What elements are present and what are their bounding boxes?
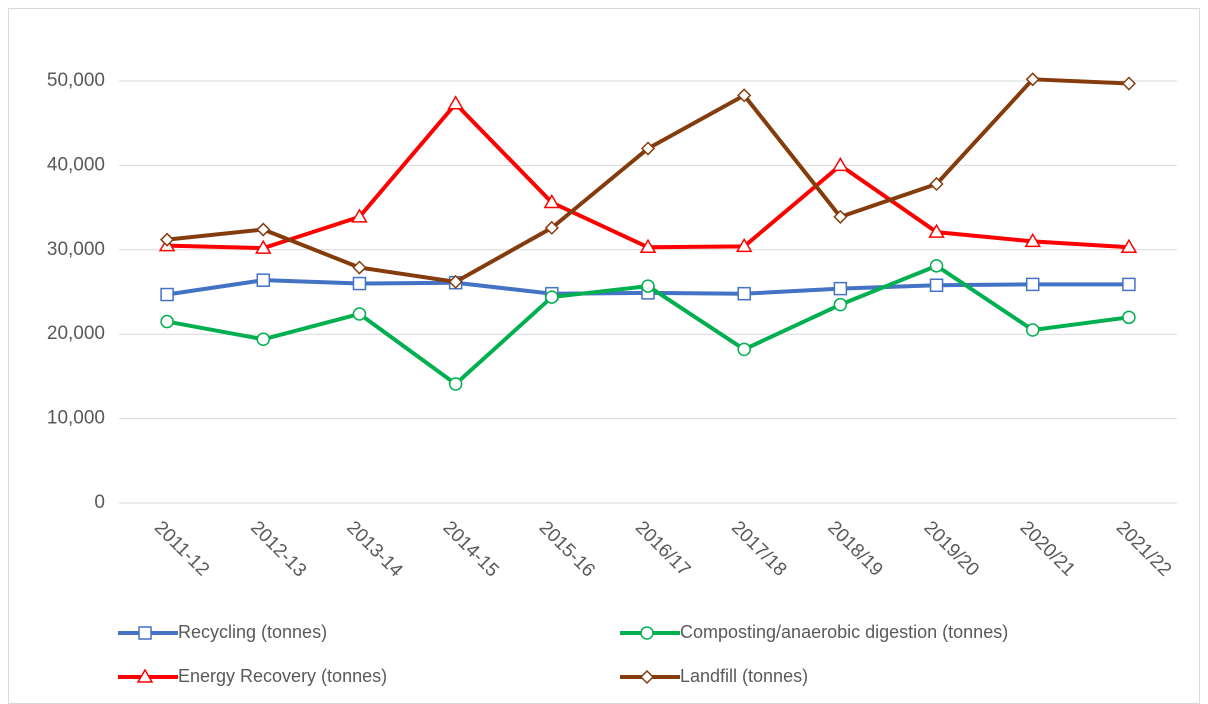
data-point (1025, 277, 1040, 292)
data-point (929, 259, 944, 273)
data-point (1024, 232, 1042, 248)
data-point (1025, 72, 1040, 87)
data-point (832, 156, 849, 172)
data-point (351, 208, 368, 223)
data-point (640, 141, 656, 156)
data-point (448, 274, 463, 289)
data-point (543, 194, 561, 209)
data-point (833, 281, 848, 296)
legend-marker (640, 626, 654, 640)
y-tick-label: 50,000 (47, 70, 105, 91)
data-point (641, 279, 655, 293)
data-point (256, 222, 271, 237)
data-point (737, 88, 752, 103)
data-point (448, 377, 463, 391)
data-point (160, 232, 175, 247)
data-point (160, 314, 174, 329)
data-point (1121, 76, 1136, 91)
data-point (737, 342, 751, 357)
data-point (833, 297, 848, 312)
legend-marker (639, 669, 655, 685)
data-point (928, 223, 945, 238)
legend-label: Recycling (tonnes) (178, 622, 327, 642)
data-point (639, 238, 657, 254)
y-tick-label: 0 (94, 492, 105, 513)
data-point (1122, 310, 1136, 325)
data-point (352, 276, 367, 291)
data-point (352, 307, 367, 321)
data-point (737, 286, 751, 301)
legend-label: Composting/anaerobic digestion (tonnes) (680, 622, 1008, 642)
y-tick-label: 30,000 (47, 239, 105, 260)
data-point (545, 290, 559, 304)
data-point (1025, 323, 1040, 337)
legend-label: Landfill (tonnes) (680, 666, 808, 686)
data-point (160, 287, 174, 302)
y-tick-label: 20,000 (47, 323, 105, 344)
data-point (1122, 277, 1136, 292)
data-point (256, 273, 271, 287)
legend-marker (136, 668, 154, 683)
legend-label: Energy Recovery (tonnes) (178, 666, 387, 686)
chart-border (8, 8, 1200, 704)
data-point (544, 220, 559, 235)
data-point (1120, 238, 1138, 254)
data-point (929, 278, 944, 292)
data-point (256, 332, 271, 347)
data-point (929, 176, 944, 192)
legend-marker (138, 626, 152, 640)
y-tick-label: 10,000 (47, 408, 105, 429)
data-point (254, 239, 272, 254)
data-point (735, 237, 753, 253)
y-tick-label: 40,000 (47, 154, 105, 175)
data-point (352, 260, 367, 275)
data-point (447, 95, 464, 110)
data-point (833, 209, 848, 224)
